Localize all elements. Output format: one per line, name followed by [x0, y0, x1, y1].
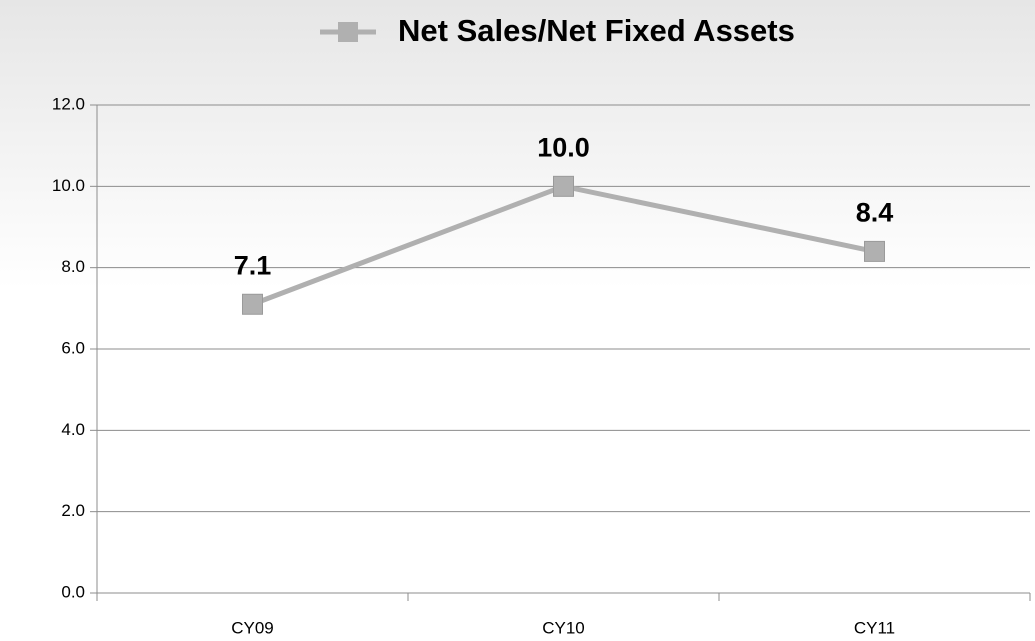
x-tick-label: CY10	[542, 618, 585, 637]
y-tick-label: 4.0	[61, 420, 85, 439]
data-label: 10.0	[537, 132, 590, 162]
y-tick-label: 0.0	[61, 582, 85, 601]
legend-label: Net Sales/Net Fixed Assets	[398, 13, 795, 48]
point-marker	[864, 240, 885, 262]
y-tick-label: 10.0	[52, 176, 85, 195]
data-label: 8.4	[856, 198, 894, 228]
x-tick-label: CY11	[854, 618, 895, 637]
x-tick-label: CY09	[231, 618, 274, 637]
y-tick-label: 2.0	[61, 501, 85, 520]
y-tick-label: 6.0	[61, 338, 85, 357]
legend-marker	[338, 22, 358, 42]
point-marker	[553, 175, 574, 197]
y-tick-label: 8.0	[61, 257, 85, 276]
plot: 0.0 2.0 4.0 6.0 8.0 10.0 12.0 CY09 CY10 CY11 7.1 10…	[52, 13, 1031, 637]
point-marker	[242, 293, 263, 315]
y-tick-label: 12.0	[52, 94, 85, 113]
data-label: 7.1	[234, 250, 272, 280]
